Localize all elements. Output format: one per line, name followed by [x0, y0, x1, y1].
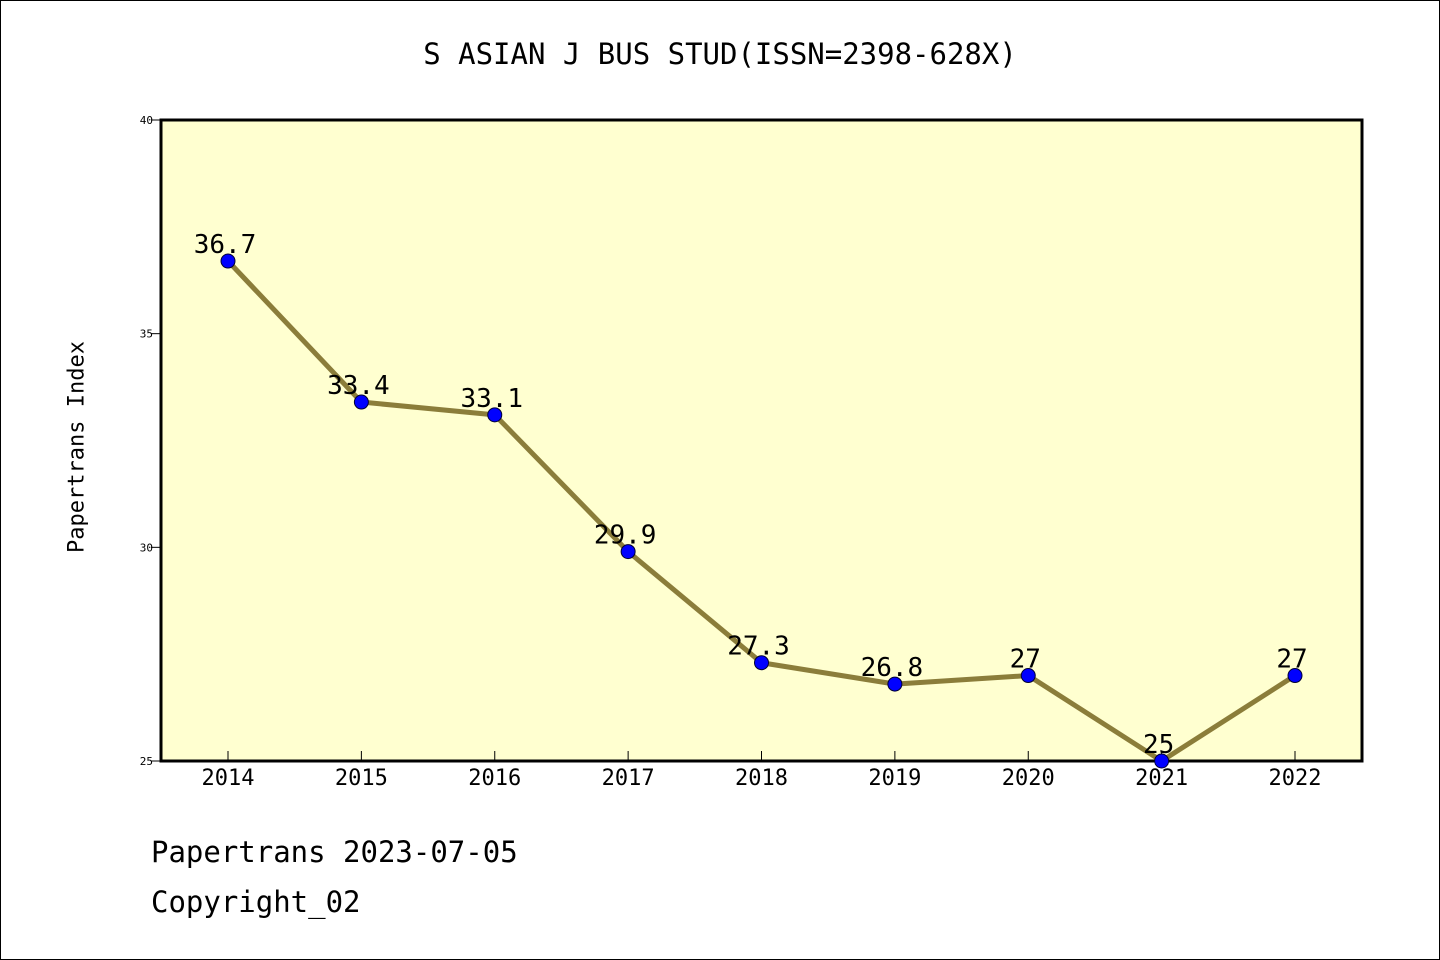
data-label: 27 [1276, 645, 1307, 675]
data-label: 27.3 [727, 632, 790, 662]
data-label: 25 [1143, 730, 1174, 760]
data-point [220, 253, 236, 269]
footer-date: Papertrans 2023-07-05 [151, 835, 518, 869]
data-labels: 36.7 33.4 33.1 29.9 27.3 26.8 27 25 27 [194, 230, 1308, 760]
y-tick-label: 25 [140, 755, 153, 768]
x-tick-label: 2014 [202, 766, 255, 791]
data-label: 33.4 [327, 371, 390, 401]
data-point [487, 407, 503, 423]
x-tick-label: 2018 [735, 766, 788, 791]
data-point [1287, 668, 1303, 684]
y-tick-label: 30 [140, 541, 153, 554]
footer-copyright: Copyright_02 [151, 885, 361, 919]
data-point [887, 676, 903, 692]
data-point [353, 394, 369, 410]
data-label: 27 [1010, 645, 1041, 675]
data-point [754, 655, 769, 671]
plot-area [159, 118, 1364, 763]
data-point [1154, 753, 1170, 769]
x-tick-label: 2022 [1269, 766, 1322, 791]
y-axis: 25 30 35 40 [140, 114, 161, 768]
data-label: 26.8 [861, 653, 924, 683]
x-axis: 2014 2015 2016 2017 2018 2019 2020 2021 2022 [202, 751, 1322, 791]
x-tick-label: 2021 [1135, 766, 1188, 791]
x-tick-label: 2019 [868, 766, 921, 791]
data-points [220, 253, 1303, 769]
x-tick-label: 2016 [468, 766, 521, 791]
y-tick-label: 35 [140, 328, 153, 341]
x-tick-label: 2017 [602, 766, 655, 791]
chart-title: S ASIAN J BUS STUD(ISSN=2398-628X) [423, 37, 1017, 71]
data-label: 33.1 [460, 384, 523, 414]
y-tick-label: 40 [140, 114, 153, 127]
x-tick-label: 2020 [1002, 766, 1055, 791]
data-point [1020, 668, 1036, 684]
data-point [620, 544, 636, 560]
data-label: 36.7 [194, 230, 257, 260]
data-label: 29.9 [594, 521, 657, 551]
x-tick-label: 2015 [335, 766, 388, 791]
